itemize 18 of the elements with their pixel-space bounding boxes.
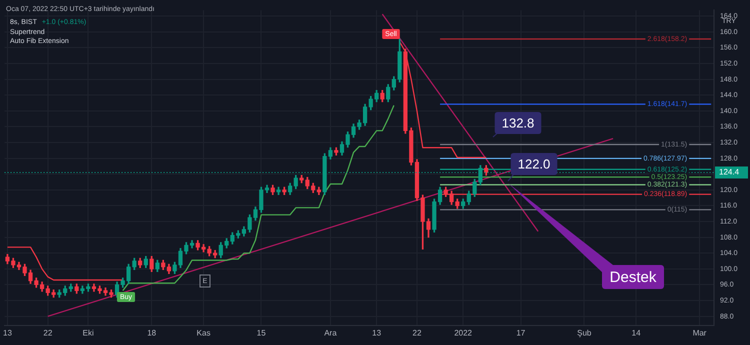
x-tick-label: 13: [2, 328, 12, 338]
x-tick-label: Mar: [692, 328, 707, 338]
x-tick-label: 22: [412, 328, 422, 338]
x-tick-label: 15: [256, 328, 266, 338]
x-tick-label: 17: [516, 328, 526, 338]
annotation: 132.8: [502, 116, 534, 131]
ref-line-label: 124.4: [719, 168, 740, 177]
x-tick-label: Kas: [196, 328, 210, 338]
annotation: Destek: [610, 268, 657, 286]
x-tick-label: Ara: [324, 328, 338, 338]
x-tick-label: 14: [632, 328, 642, 338]
x-tick-label: Eki: [82, 328, 94, 338]
annotation: 122.0: [518, 156, 550, 172]
x-tick-label: Şub: [577, 328, 592, 338]
x-tick-label: 13: [372, 328, 382, 338]
x-tick-label: 2022: [454, 328, 473, 338]
x-tick-label: 22: [43, 328, 53, 338]
x-tick-label: 18: [147, 328, 157, 338]
